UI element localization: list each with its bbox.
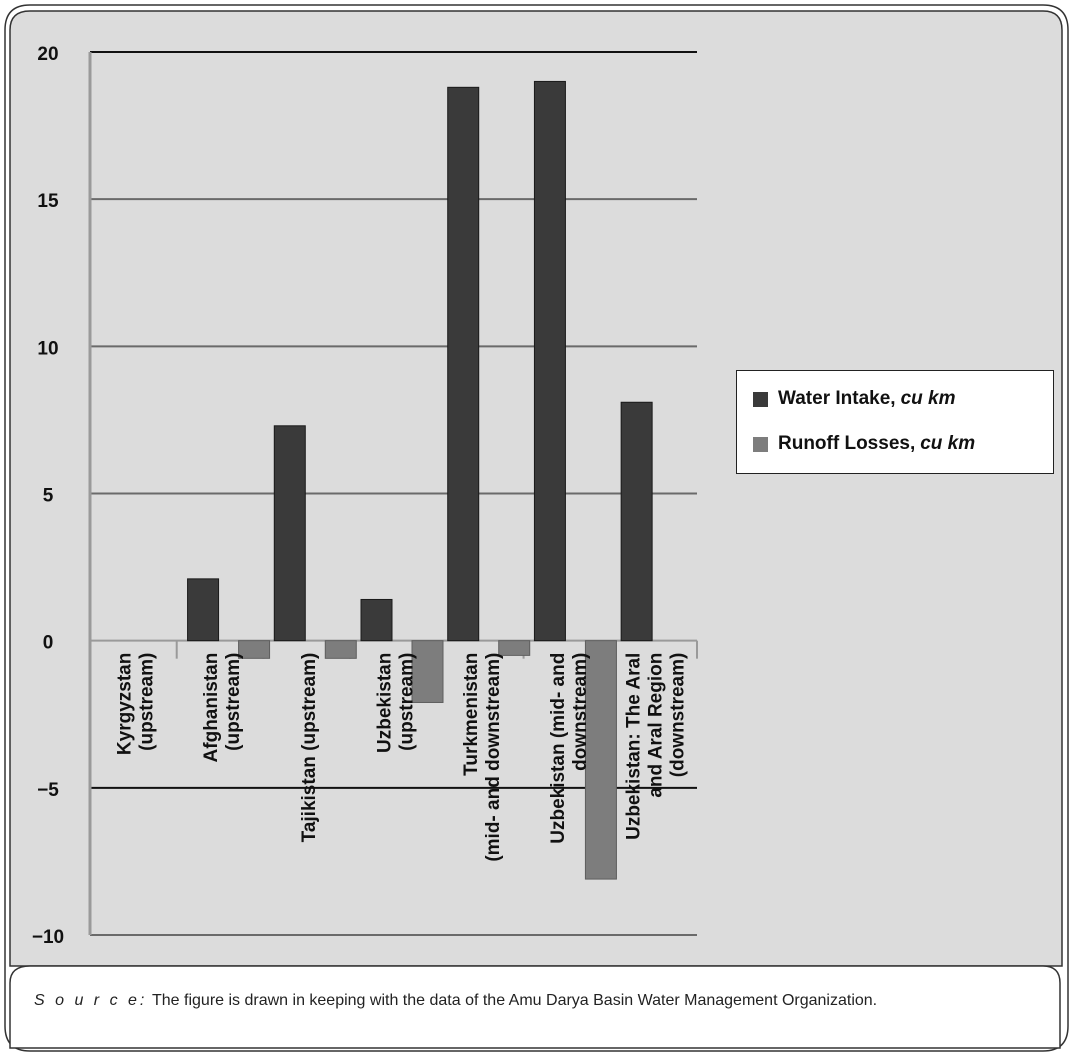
x-category-label-line: (upstream) <box>397 653 418 751</box>
x-category-label: Kyrgyzstan (upstream) <box>114 653 157 755</box>
x-category-label-line: Afghanistan <box>201 653 222 763</box>
legend-unit-runoff-losses: cu km <box>920 433 976 454</box>
x-category-label-line: (upstream) <box>136 653 157 751</box>
x-category-label-line: Uzbekistan: The Aral <box>624 653 645 840</box>
bars <box>187 80 653 880</box>
y-tick-label: −10 <box>32 927 64 948</box>
bar-runoff-losses <box>411 640 444 703</box>
bar-runoff-losses <box>324 640 357 659</box>
x-category-label-line: Kyrgyzstan <box>114 653 135 755</box>
x-category-label-line: downstream) <box>570 653 591 771</box>
x-category-label-line: Tajikistan (upstream) <box>299 653 320 843</box>
x-category-label: Uzbekistan (mid- and downstream) <box>548 653 591 844</box>
x-category-label-line: Uzbekistan (mid- and <box>548 653 569 844</box>
x-category-label-line: (mid- and downstream) <box>483 653 504 862</box>
legend-label-water-intake: Water Intake <box>778 388 891 409</box>
bar-water-intake <box>273 425 306 642</box>
x-category-label: Uzbekistan (upstream) <box>375 653 418 753</box>
bar-water-intake <box>187 578 220 642</box>
legend-item-runoff-losses: Runoff Losses, cu km <box>753 433 975 455</box>
bar-water-intake <box>620 401 653 642</box>
bar-runoff-losses <box>584 640 617 880</box>
bar-runoff-losses <box>498 640 531 656</box>
x-category-label-line: and Aral Region <box>646 653 667 798</box>
legend-swatch-water-intake <box>753 391 768 407</box>
category-labels: Kyrgyzstan (upstream) Afghanistan (upstream… <box>114 653 688 862</box>
legend-unit-water-intake: cu km <box>900 388 956 409</box>
x-category-label-line: Turkmenistan <box>461 653 482 776</box>
bar-runoff-losses <box>238 640 271 659</box>
chart-legend: Water Intake, cu km Runoff Losses, cu km <box>736 370 1054 474</box>
x-category-label: Turkmenistan (mid- and downstream) <box>461 653 504 862</box>
x-category-label: Afghanistan (upstream) <box>201 653 244 763</box>
legend-item-water-intake: Water Intake, cu km <box>753 388 955 410</box>
x-category-label-line: (downstream) <box>668 653 689 778</box>
bar-water-intake <box>360 598 393 642</box>
x-category-label-line: Uzbekistan <box>375 653 396 753</box>
y-tick-label: −5 <box>37 780 59 801</box>
y-tick-label: 20 <box>37 44 58 65</box>
source-text: The figure is drawn in keeping with the … <box>152 992 878 1009</box>
source-box <box>9 965 1061 1049</box>
y-tick-label: 15 <box>37 191 59 212</box>
legend-swatch-runoff-losses <box>753 436 768 452</box>
x-category-label: Uzbekistan: The Aral and Aral Region (down… <box>624 653 689 840</box>
x-category-label-line: (upstream) <box>223 653 244 751</box>
bar-water-intake <box>447 86 480 642</box>
y-tick-label: 0 <box>43 633 54 654</box>
y-tick-labels: 20 15 10 5 0 −5 −10 <box>32 44 64 948</box>
legend-label-runoff-losses: Runoff Losses <box>778 433 910 454</box>
x-category-label: Tajikistan (upstream) <box>299 653 320 843</box>
source-label: S o u r c e: <box>34 992 148 1009</box>
bar-water-intake <box>533 80 566 642</box>
y-tick-label: 5 <box>43 486 54 507</box>
y-tick-label: 10 <box>37 338 58 359</box>
